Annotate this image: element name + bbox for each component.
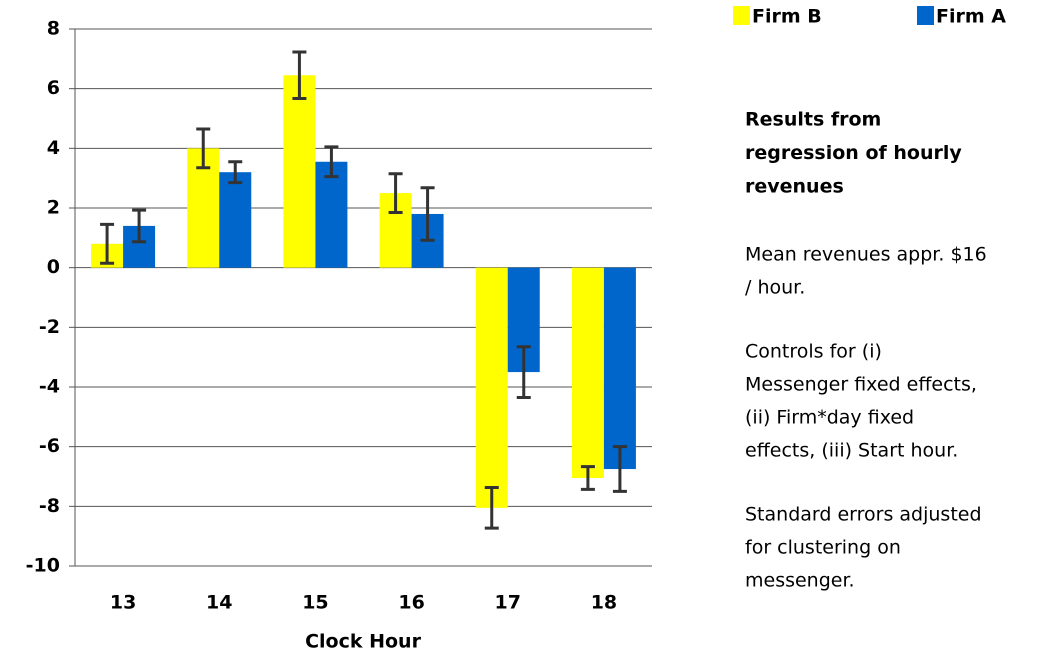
y-tick-label: -6 [39,435,60,457]
bar [571,267,604,478]
error-bar [196,127,211,170]
y-tick-label: 0 [47,256,60,278]
note-text: effects, (iii) Start hour. [745,440,958,462]
error-bar [292,50,307,101]
error-bar [324,145,339,179]
note-text: Mean revenues appr. $16 [745,244,987,266]
note-text: Messenger fixed effects, [745,374,977,396]
note-text: Controls for (i) [745,341,882,363]
bar [315,161,348,268]
y-tick-label: -4 [39,376,60,398]
note-title: regression of hourly [745,142,962,164]
y-tick-label: 4 [47,137,60,159]
x-tick-label: 15 [302,592,328,614]
y-tick-label: -2 [39,316,60,338]
x-tick-label: 13 [110,592,136,614]
y-tick-label: 6 [47,77,60,99]
x-tick-label: 18 [591,592,617,614]
error-bar [228,160,243,185]
note-text: Standard errors adjusted [745,504,982,526]
note-text: (ii) Firm*day fixed [745,407,914,429]
bar [283,75,316,268]
legend-swatch [733,6,750,25]
y-tick-label: 2 [47,197,60,219]
legend-swatch [917,6,934,25]
x-tick-label: 14 [206,592,232,614]
note-text: for clustering on [745,537,901,559]
error-bar [100,222,115,265]
legend-label: Firm A [936,6,1006,28]
error-bar [612,445,627,493]
y-tick-label: -8 [39,495,60,517]
x-tick-label: 16 [398,592,424,614]
note-title: Results from [745,109,881,131]
legend-label: Firm B [752,6,822,28]
error-bar [484,486,499,530]
note-text: messenger. [745,570,855,592]
error-bar [580,465,595,491]
y-tick-label: 8 [47,18,60,40]
error-bar [420,186,435,242]
bar [219,172,252,268]
y-tick-label: -10 [26,555,60,577]
bar [475,267,508,508]
x-tick-label: 17 [495,592,521,614]
error-bar [516,345,531,399]
note-text: / hour. [745,277,805,299]
note-title: revenues [745,176,844,198]
bar [603,267,636,470]
x-axis-label: Clock Hour [305,631,422,653]
error-bar [132,208,147,244]
error-bar [388,172,403,214]
